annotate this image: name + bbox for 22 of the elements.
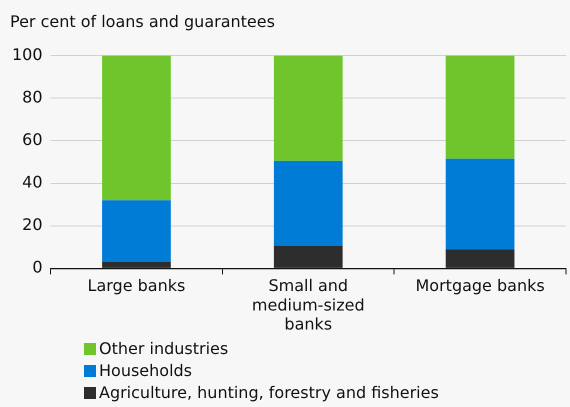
- bar: [102, 262, 171, 268]
- y-tick-label: 20: [22, 214, 43, 234]
- legend-label: Other industries: [99, 338, 228, 360]
- y-tick-label: 60: [22, 130, 43, 149]
- x-tick-label: Small and medium-sized banks: [252, 276, 365, 334]
- bar: [274, 56, 343, 161]
- y-tick-label: 0: [32, 258, 43, 277]
- bar: [446, 56, 514, 159]
- y-tick-label: 100: [12, 44, 43, 64]
- bar: [102, 200, 171, 262]
- bar: [274, 246, 343, 268]
- legend-label: Agriculture, hunting, forestry and fisheries: [99, 382, 439, 404]
- legend-label: Households: [99, 360, 192, 382]
- bar: [274, 160, 343, 246]
- y-tick-label: 80: [22, 87, 43, 106]
- x-tick-label: Mortgage banks: [415, 276, 545, 296]
- y-axis-title: Per cent of loans and guarantees: [10, 12, 275, 31]
- bar: [446, 158, 514, 250]
- y-tick-label: 40: [22, 172, 43, 192]
- bar: [102, 56, 171, 200]
- x-tick-label: Large banks: [88, 276, 186, 296]
- bar: [446, 249, 514, 268]
